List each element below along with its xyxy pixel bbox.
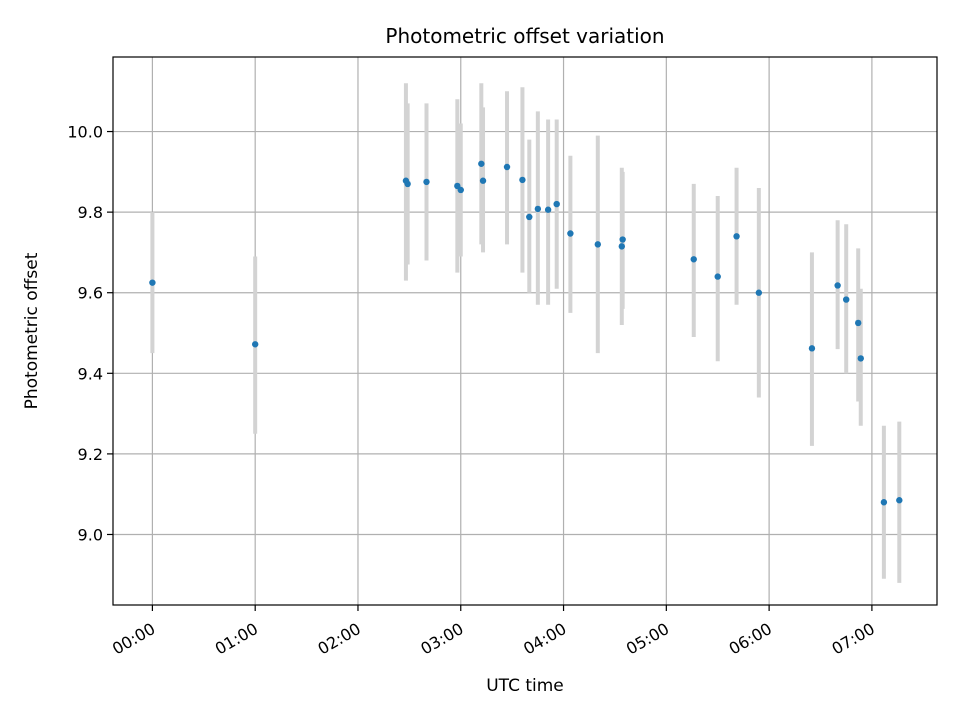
grid-layer	[113, 57, 937, 605]
data-point	[619, 236, 626, 243]
data-point	[251, 341, 259, 348]
data-point	[880, 499, 888, 506]
data-point	[896, 497, 903, 504]
data-point	[149, 279, 156, 286]
data-point	[690, 256, 697, 263]
data-point	[479, 177, 487, 184]
x-axis-label: UTC time	[486, 676, 564, 696]
data-point	[457, 186, 464, 194]
y-axis-label: Photometric offset	[22, 252, 42, 409]
data-point	[714, 273, 721, 280]
data-point	[519, 176, 526, 184]
data-point	[808, 345, 816, 352]
y-tick-label: 9.6	[78, 284, 103, 303]
plot-area-frame	[112, 56, 938, 606]
data-point	[534, 205, 542, 213]
data-point	[857, 355, 864, 362]
data-point	[478, 160, 485, 167]
data-point	[854, 319, 862, 327]
y-axis-ticks: 9.0 9.2 9.4 9.6 9.8 10.0	[67, 123, 113, 544]
data-point	[404, 180, 411, 188]
data-point	[553, 200, 560, 208]
y-tick-label: 9.0	[78, 525, 103, 544]
data-point	[733, 233, 740, 240]
data-point	[544, 206, 552, 213]
data-point	[423, 178, 430, 186]
point-layer	[149, 160, 903, 506]
data-point	[503, 163, 511, 171]
y-tick-label: 10.0	[67, 123, 103, 142]
data-point	[618, 243, 625, 250]
data-point	[567, 230, 574, 237]
y-tick-label: 9.2	[78, 445, 103, 464]
data-point	[594, 241, 602, 248]
data-point	[526, 213, 533, 221]
data-point	[834, 282, 841, 289]
chart-title: Photometric offset variation	[385, 24, 664, 48]
data-point	[755, 289, 763, 296]
y-tick-label: 9.8	[78, 203, 103, 222]
data-point	[843, 296, 850, 303]
y-tick-label: 9.4	[78, 364, 103, 383]
